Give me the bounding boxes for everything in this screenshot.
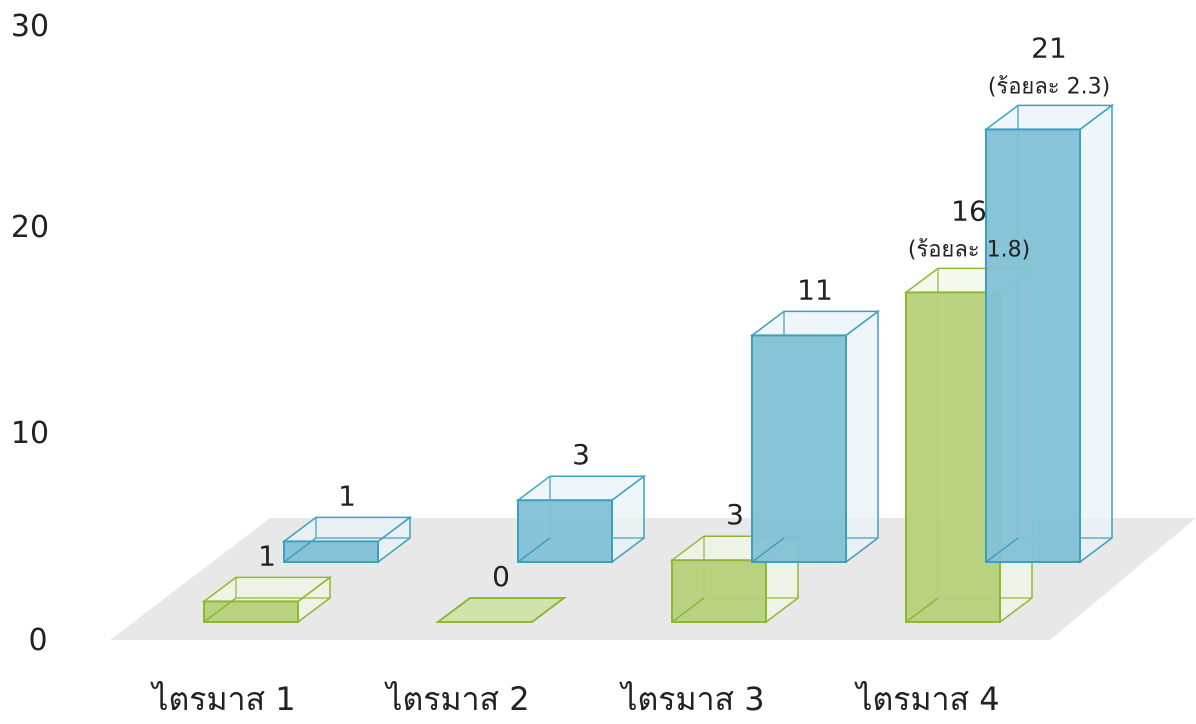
bar-s2-q4 (983, 103, 1115, 564)
bars (201, 103, 1115, 624)
bar-s2-q4-floor-edge (985, 537, 1019, 563)
y-tick-30: 30 (11, 9, 49, 44)
bar-s1-q4-front (905, 291, 1001, 623)
bar-s1-q2 (435, 597, 567, 623)
bar-s1-q3-front (671, 559, 767, 624)
bar-s1-q1-front (203, 600, 299, 624)
x-tick-q2: ไตรมาส 2 (383, 680, 529, 718)
bar-s1-q3-floor-edge (671, 597, 705, 623)
value-label-s2-q2: 3 (572, 438, 590, 471)
bar-s1-q1 (201, 575, 333, 624)
value-label-s1-q3: 3 (726, 498, 744, 531)
bar-s2-q4-side (1079, 103, 1113, 564)
bar-s1-q1-floor-edge (203, 597, 237, 623)
value-label-s2-q4: 21 (1031, 31, 1067, 64)
y-tick-0: 0 (28, 623, 47, 658)
value-label-s2-q3: 11 (797, 273, 833, 306)
bar-s2-q2 (515, 474, 647, 564)
bar-s1-q2-face (435, 597, 567, 623)
y-tick-20: 20 (11, 210, 49, 245)
value-label-s1-q1: 1 (258, 539, 276, 572)
bar-s2-q3-floor-edge (751, 537, 785, 563)
y-axis-ticks: 0 10 20 30 (11, 9, 49, 658)
bar-s1-q4-floor-edge (905, 597, 939, 623)
x-tick-q1: ไตรมาส 1 (149, 680, 295, 718)
bar-s2-q1-front (283, 540, 379, 564)
percent-label-s1-q4: (ร้อยละ 1.8) (908, 237, 1030, 262)
value-label-s2-q1: 1 (338, 479, 356, 512)
bar-s2-q3 (749, 309, 881, 564)
x-tick-q4: ไตรมาส 4 (853, 680, 999, 718)
y-tick-10: 10 (11, 416, 49, 451)
bar-s2-q4-front (985, 128, 1081, 563)
x-tick-q3: ไตรมาส 3 (618, 680, 764, 718)
bar-s2-q2-floor-edge (517, 537, 551, 563)
percent-label-s2-q4: (ร้อยละ 2.3) (988, 74, 1110, 99)
bar-s2-q3-front (751, 334, 847, 563)
bar-s2-q2-front (517, 499, 613, 564)
bar-s2-q1-floor-edge (283, 537, 317, 563)
x-axis-ticks: ไตรมาส 1 ไตรมาส 2 ไตรมาส 3 ไตรมาส 4 (149, 680, 999, 718)
bar-s2-q3-side (845, 309, 879, 564)
value-label-s1-q4: 16 (951, 194, 987, 227)
bar-s2-q1 (281, 515, 413, 564)
value-label-s1-q2: 0 (492, 560, 510, 593)
